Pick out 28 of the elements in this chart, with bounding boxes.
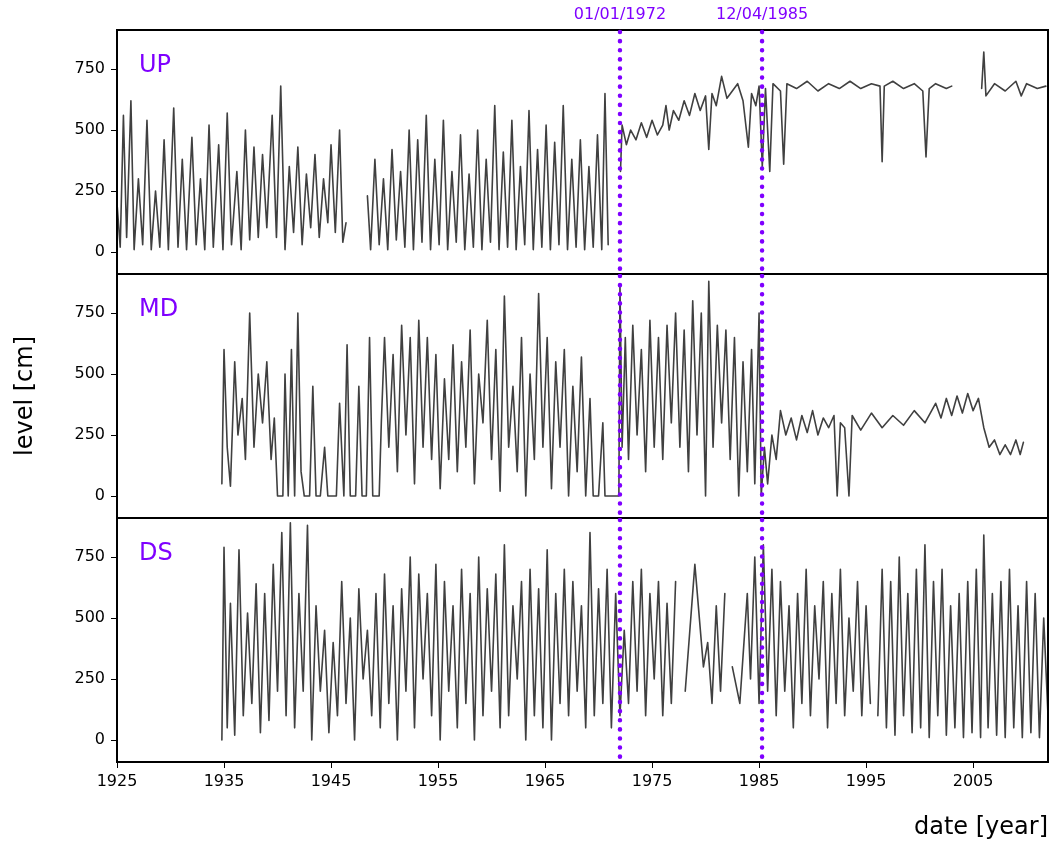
x-tick-label: 1965 bbox=[524, 770, 566, 790]
x-axis-title: date [year] bbox=[913, 811, 1048, 840]
ref-line-label: 12/04/1985 bbox=[715, 4, 809, 24]
annotation: UP bbox=[139, 50, 172, 79]
y-tick-label: 500 bbox=[74, 607, 105, 627]
annotation: MD bbox=[139, 294, 179, 323]
x-tick-label: 1945 bbox=[310, 770, 352, 790]
x-tick-label: 1955 bbox=[417, 770, 459, 790]
x-tick-label: 1925 bbox=[96, 770, 138, 790]
y-tick-label: 500 bbox=[74, 119, 105, 139]
y-tick-label: 250 bbox=[74, 180, 105, 200]
x-tick-label: 1935 bbox=[203, 770, 245, 790]
y-tick-label: 0 bbox=[94, 241, 105, 261]
x-tick-label: 1985 bbox=[738, 770, 780, 790]
y-tick-label: 750 bbox=[74, 302, 105, 322]
y-tick-label: 0 bbox=[94, 485, 105, 505]
x-tick-label: 1995 bbox=[845, 770, 887, 790]
ref-line-label: 01/01/1972 bbox=[573, 4, 667, 24]
x-tick-label: 2005 bbox=[952, 770, 994, 790]
y-tick-label: 500 bbox=[74, 363, 105, 383]
y-tick-label: 750 bbox=[74, 58, 105, 78]
annotation: DS bbox=[139, 538, 173, 567]
y-tick-label: 750 bbox=[74, 546, 105, 566]
y-tick-label: 250 bbox=[74, 668, 105, 688]
y-tick-label: 250 bbox=[74, 424, 105, 444]
x-tick-label: 1975 bbox=[631, 770, 673, 790]
y-axis-title: level [cm] bbox=[9, 336, 38, 456]
y-tick-label: 0 bbox=[94, 729, 105, 749]
